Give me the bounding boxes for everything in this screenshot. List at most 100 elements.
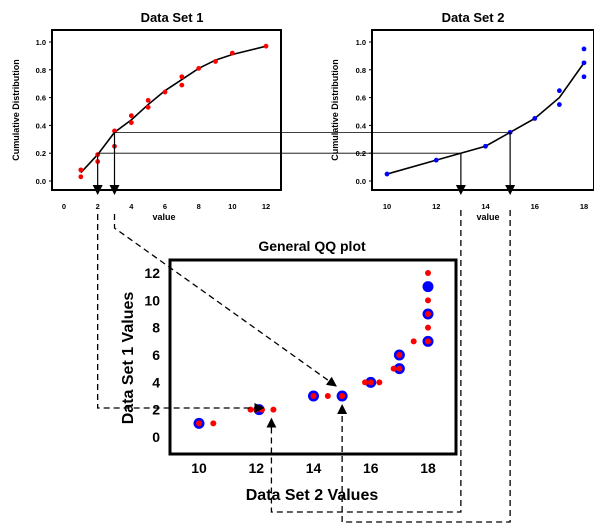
qq-red-point [324,393,331,399]
ds2-xtick-label: 14 [481,202,490,211]
ds2-cdf-line [386,62,585,175]
ds2-point [581,74,587,80]
qq-xtick-label: 14 [306,460,322,476]
ds2-title: Data Set 2 [442,10,505,25]
ds1-point [196,66,202,71]
ds2-ytick-label: 1.0 [356,38,366,47]
ds2-axes: 0.0 0.2 0.4 0.6 0.8 1.0 10 12 14 16 18 [356,38,589,211]
qq-xtick-label: 16 [363,460,379,476]
qq-ytick-label: 0 [152,429,160,445]
ds1-ytick-label: 1.0 [36,38,46,47]
qq-xlabel: Data Set 2 Values [246,487,379,504]
ds1-x2-dashed-path [97,214,265,413]
qq-ytick-label: 10 [144,292,160,308]
ds2-point [556,102,562,107]
ds1-point [229,50,235,56]
ds2-ytick-label: 0.0 [356,177,366,186]
ds2-point [483,143,488,149]
qq-red-point [270,406,277,413]
qq-red-point [339,393,346,399]
qq-red-point [425,311,431,317]
ds2-point [433,157,439,163]
ds1-title: Data Set 1 [141,10,204,25]
qq-xtick-label: 12 [248,460,264,476]
ds2-x15-dashed-path [337,210,511,523]
qq-blue-point [422,281,434,293]
qq-xtick-label: 18 [420,460,436,476]
ds2-x13-dashed-path [266,210,462,513]
ds1-xtick-label: 0 [62,202,66,211]
ds1-point [263,43,269,49]
ds1-xtick-label: 4 [129,202,134,211]
ds2-ylabel: Cumulative Distribution [330,59,340,161]
ds1-xtick-label: 8 [197,202,201,211]
ds1-ylabel: Cumulative Distribution [11,59,21,161]
ds1-point [145,97,151,103]
qq-series [193,270,434,429]
qq-ytick-label: 8 [152,320,160,336]
qq-red-point [258,406,265,413]
ds1-series [78,43,269,180]
ds2-xlabel: value [476,212,499,222]
qq-axes: 0 2 4 6 8 10 12 10 12 14 16 18 [144,265,436,476]
ds1-point [128,113,134,119]
ds1-xlabel: value [152,212,175,222]
qq-red-point [310,393,317,399]
ds1-xtick-label: 6 [163,202,167,211]
ds1-plot-area [51,29,282,191]
ds2-xtick-label: 12 [432,202,440,211]
ds2-ytick-label: 0.6 [356,94,366,103]
ds2-point [581,60,587,66]
qq-red-point [425,297,431,304]
ds1-x3-dashed-path [113,214,337,387]
ds1-point [213,59,218,64]
qq-red-point [390,365,397,372]
ds2-point [532,116,538,121]
ds1-axes: 0.0 0.2 0.4 0.6 0.8 1.0 0 2 4 6 8 10 12 [36,38,271,211]
qq-xtick-label: 10 [191,460,207,476]
ds2-ytick-label: 0.2 [356,149,366,158]
qq-ytick-label: 2 [152,402,160,418]
ds1-point [179,74,185,80]
qq-red-point [425,270,431,276]
ds1-point [78,167,84,173]
ds1-xtick-label: 10 [228,202,236,211]
ds1-point [78,174,84,180]
ds2-xtick-label: 10 [383,202,391,211]
ds2-plot-area [371,29,594,191]
ds1-point [128,120,134,126]
ds1-ytick-label: 0.2 [36,149,46,158]
qq-red-point [425,338,431,345]
ds2-point [384,171,390,177]
qq-red-point [196,420,202,427]
ds1-ytick-label: 0.6 [36,94,46,103]
ds1-point [145,104,151,110]
ds1-point [179,82,185,88]
ds2-ytick-label: 0.4 [356,121,367,130]
qq-red-point [396,365,403,372]
qq-plot-area [168,258,458,456]
ds1-xtick-label: 12 [262,202,270,211]
qq-red-point [367,379,374,386]
ds1-cdf-line [80,45,267,174]
qq-ytick-label: 6 [152,347,160,363]
ds1-ytick-label: 0.8 [36,66,46,75]
ds1-ytick-label: 0.4 [36,121,47,130]
qq-ylabel: Data Set 1 Values [120,292,137,425]
qq-red-point [362,379,369,386]
qq-title: General QQ plot [258,238,366,254]
ds2-xtick-label: 16 [531,202,539,211]
ds1-point [162,89,168,95]
ds2-point [556,88,562,94]
qq-ytick-label: 4 [152,374,160,390]
qq-red-point [396,352,403,358]
ds2-series [384,46,587,177]
qq-red-point [210,420,217,427]
ds1-xtick-label: 2 [96,202,100,211]
ds1-ytick-label: 0.0 [36,177,46,186]
connector-lines [92,131,516,523]
ds2-ytick-label: 0.8 [356,66,366,75]
ds2-point [581,46,587,52]
qq-red-point [425,324,431,331]
